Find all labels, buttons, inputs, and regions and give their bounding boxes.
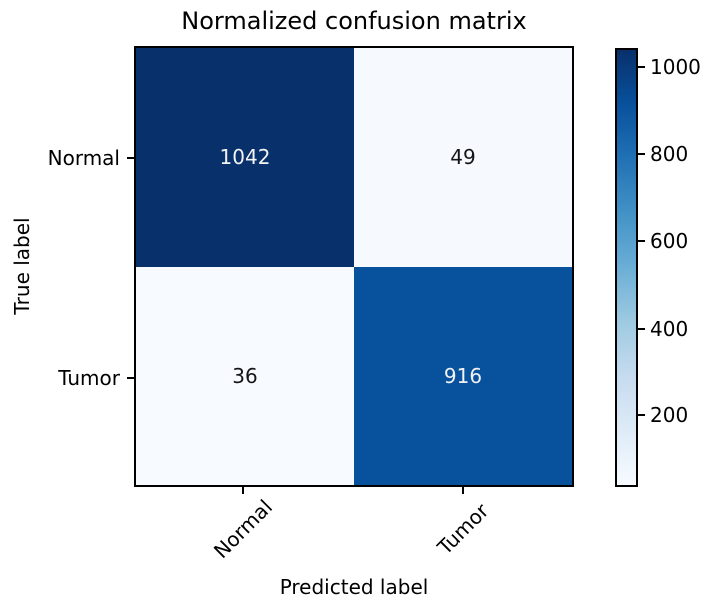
- cell-value: 36: [232, 363, 258, 388]
- colorbar-tick-label-1000: 1000: [650, 55, 701, 79]
- cell-true-normal-pred-tumor: 49: [354, 48, 572, 267]
- xtick-label-normal: Normal: [208, 494, 278, 564]
- colorbar-tick-mark-800: [638, 153, 645, 155]
- xtick-label-tumor: Tumor: [432, 498, 494, 560]
- ytick-mark-tumor: [127, 377, 134, 379]
- colorbar-tick-label-200: 200: [650, 403, 689, 427]
- xtick-mark-normal: [242, 487, 244, 494]
- colorbar-gradient: [615, 48, 638, 487]
- cell-true-normal-pred-normal: 1042: [136, 48, 354, 267]
- cell-value: 916: [443, 363, 483, 388]
- x-axis-label: Predicted label: [279, 575, 429, 599]
- chart-title: Normalized confusion matrix: [181, 7, 527, 35]
- colorbar-tick-mark-200: [638, 414, 645, 416]
- ytick-label-tumor: Tumor: [58, 366, 120, 390]
- colorbar-tick-label-400: 400: [650, 317, 689, 341]
- colorbar-tick-label-600: 600: [650, 229, 689, 253]
- colorbar-tick-mark-1000: [638, 66, 645, 68]
- ytick-mark-normal: [127, 157, 134, 159]
- colorbar-tick-mark-400: [638, 328, 645, 330]
- heatmap: 1042 49 36 916: [134, 46, 574, 487]
- cell-value: 1042: [219, 145, 271, 170]
- y-axis-label: True label: [10, 217, 34, 315]
- colorbar-tick-label-800: 800: [650, 142, 689, 166]
- colorbar-tick-mark-600: [638, 240, 645, 242]
- cell-value: 49: [450, 145, 476, 170]
- cell-true-tumor-pred-normal: 36: [136, 266, 354, 485]
- cell-true-tumor-pred-tumor: 916: [354, 266, 572, 485]
- ytick-label-normal: Normal: [47, 146, 120, 170]
- xtick-mark-tumor: [462, 487, 464, 494]
